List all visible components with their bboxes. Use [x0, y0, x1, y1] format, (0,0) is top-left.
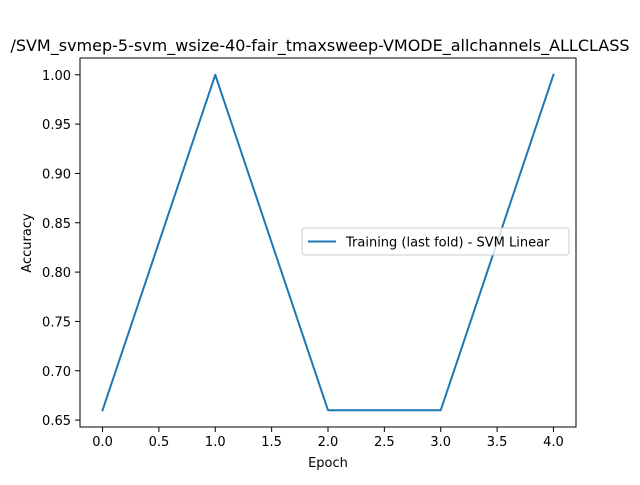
y-tick-label: 0.65 — [42, 414, 71, 429]
plot-area: 0.0 0.5 1.0 1.5 2.0 2.5 3.0 3.5 4.0 0.65 0.70 0.75 0… — [42, 57, 577, 450]
x-tick-label: 0.5 — [149, 435, 170, 450]
x-tick-label: 0.0 — [92, 435, 113, 450]
legend-box — [301, 227, 570, 256]
y-tick-label: 0.90 — [42, 167, 71, 182]
legend-label-0: Training (last fold) - SVM Linear — [345, 236, 550, 251]
x-tick-label: 3.5 — [487, 435, 508, 450]
y-axis-label: Accuracy — [20, 213, 35, 273]
x-axis-label: Epoch — [308, 456, 348, 471]
series-line-0 — [101, 73, 555, 412]
y-tick-label: 0.70 — [42, 365, 71, 380]
y-tick-label: 0.85 — [42, 217, 71, 232]
x-tick-label: 2.0 — [318, 435, 339, 450]
x-tick-label: 2.5 — [374, 435, 395, 450]
x-tick-label: 1.5 — [261, 435, 282, 450]
x-tick-label: 3.0 — [430, 435, 451, 450]
y-tick-label: 0.80 — [42, 266, 71, 281]
y-tick-label: 0.95 — [42, 118, 71, 133]
chart-title: /SVM_svmep-5-svm_wsize-40-fair_tmaxsweep… — [10, 36, 629, 56]
y-tick-label: 1.00 — [42, 69, 71, 84]
x-tick-label: 1.0 — [205, 435, 226, 450]
y-tick-label: 0.75 — [42, 315, 71, 330]
x-tick-label: 4.0 — [543, 435, 564, 450]
